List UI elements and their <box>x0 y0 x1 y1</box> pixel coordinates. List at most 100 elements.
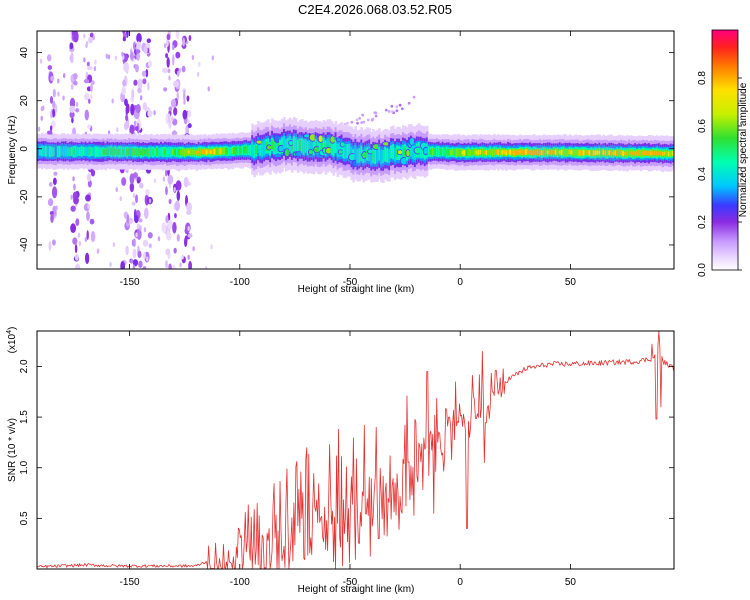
spectrogram-noise-cell <box>50 113 53 119</box>
spectrogram-band-cell <box>146 148 149 156</box>
spectrogram-band-cell <box>136 148 139 156</box>
spectrogram-band-cell <box>120 146 123 158</box>
spectrogram-band-cell <box>572 149 576 157</box>
spectrogram-band-cell <box>138 148 141 156</box>
spectrogram-band-cell <box>86 147 90 157</box>
spectrogram-noise-cell <box>75 101 79 107</box>
spectrogram-noise-cell <box>148 60 153 68</box>
spectrogram-band-cell <box>74 145 78 158</box>
spectrogram-noise-cell <box>136 179 141 184</box>
spectrogram-noise-cell <box>90 94 93 100</box>
spectrogram-band-cell <box>356 148 359 163</box>
spectrogram-blob <box>329 135 336 144</box>
spectrogram-band-cell <box>344 144 348 159</box>
spectrogram-band-cell <box>624 151 627 155</box>
spectrogram-band-cell <box>273 141 276 152</box>
spectrogram-noise-cell <box>129 182 135 193</box>
spectrogram-band-cell <box>98 146 102 157</box>
spectrogram-band-cell <box>189 148 193 156</box>
spectrogram-band-cell <box>568 149 572 155</box>
spectrogram-noise-cell <box>185 124 190 136</box>
spectrogram-band-cell <box>42 146 46 157</box>
spectrogram-noise-cell <box>360 121 364 124</box>
spectrogram-band-cell <box>167 146 171 158</box>
spectrogram-band-cell <box>195 151 199 155</box>
spectrogram-noise-cell <box>70 223 77 234</box>
spectrogram-noise-cell <box>186 202 192 213</box>
spectrogram-blob <box>351 159 358 168</box>
spectrogram-noise-cell <box>172 45 175 51</box>
spectrogram-noise-cell <box>120 261 126 269</box>
spectrogram-noise-cell <box>187 254 190 260</box>
spectrogram-band-cell <box>159 147 163 157</box>
spectrogram-noise-cell <box>133 238 136 247</box>
spectrogram-y-ticks: -40 -20 0 20 40 <box>19 47 674 252</box>
spectrogram-band-cell <box>92 147 96 157</box>
spectrogram-noise-cell <box>74 254 79 261</box>
spectrogram-band-cell <box>110 147 114 155</box>
spectrogram-band-cell <box>402 144 405 158</box>
spectrogram-band-cell <box>586 150 590 155</box>
spectrogram-noise-cell <box>183 90 186 102</box>
spectrogram-noise-cell <box>52 177 57 186</box>
spectrogram-noise-cell <box>112 242 116 248</box>
spectrogram-noise-cell <box>136 41 142 50</box>
spectrogram-band-cell <box>548 150 552 154</box>
spectrogram-noise-cell <box>122 79 127 87</box>
spectrogram-noise-cell <box>90 83 93 93</box>
spectrogram-band-cell <box>142 148 145 157</box>
spectrogram-band-cell <box>642 151 645 155</box>
spectrogram-band-cell <box>507 150 510 154</box>
spectrogram-band-cell <box>630 151 633 155</box>
spectrogram-band-cell <box>158 147 161 158</box>
spectrogram-band-cell <box>310 139 314 155</box>
spectrogram-noise-cell <box>173 247 177 254</box>
spectrogram-band-cell <box>300 138 304 153</box>
spectrogram-band-cell <box>598 150 602 155</box>
spectrogram-band-cell <box>386 148 389 163</box>
spectrogram-noise-cell <box>85 41 89 47</box>
spectrogram-band-cell <box>314 141 318 150</box>
spectrogram-band-cell <box>88 148 92 156</box>
spectrogram-band-cell <box>90 147 94 157</box>
spectrogram-band-cell <box>659 151 663 156</box>
spectrogram-blob <box>422 146 429 156</box>
spectrogram-noise-cell <box>75 218 80 227</box>
spectrogram-band-cell <box>653 150 657 156</box>
spectrogram-band-cell <box>308 140 312 155</box>
spectrogram-noise-cell <box>116 127 119 133</box>
spectrogram-band-cell <box>211 149 215 155</box>
spectrogram-band-cell <box>40 145 44 157</box>
spectrogram-noise-cell <box>71 117 74 124</box>
spectrogram-band-cell <box>229 147 233 156</box>
spectrogram-band-cell <box>610 150 613 156</box>
spectrogram-noise-cell <box>183 176 189 188</box>
spectrogram-noise-cell <box>184 237 188 248</box>
spectrogram-band-cell <box>342 144 346 159</box>
spectrogram-noise-cell <box>137 33 141 44</box>
spectrogram-band-cell <box>282 135 286 149</box>
spectrogram-band-cell <box>173 148 177 156</box>
spectrogram-band-cell <box>128 147 131 156</box>
spectrogram-noise-cell <box>132 264 136 269</box>
spectrogram-band-cell <box>592 150 596 156</box>
snr-series-line <box>37 331 674 569</box>
spectrogram-noise-cell <box>109 261 112 267</box>
spectrogram-band-cell <box>437 146 441 158</box>
spectrogram-noise-cell <box>88 98 91 104</box>
spectrogram-band-cell <box>485 150 488 156</box>
spectrogram-band-cell <box>175 147 179 158</box>
spectrogram-noise-cell <box>371 117 375 121</box>
spectrogram-x-ticks: -150 -100 -50 0 50 <box>120 31 576 288</box>
colorbar-ticks: 0.0 0.2 0.4 0.6 0.8 <box>697 71 742 277</box>
spectrogram-band-cell <box>505 150 508 156</box>
snr-y-tick-label: 2.0 <box>19 359 30 373</box>
spectrogram-band-cell <box>336 143 340 158</box>
spectrogram-noise-cell <box>39 58 43 64</box>
spectrogram-band-cell <box>564 149 568 157</box>
spectrogram-noise-cell <box>69 105 76 113</box>
spectrogram-band-cell <box>70 146 74 157</box>
spectrogram-blob <box>337 149 344 155</box>
spectrogram-band-cell <box>447 148 451 156</box>
spectrogram-noise-cell <box>191 54 195 60</box>
